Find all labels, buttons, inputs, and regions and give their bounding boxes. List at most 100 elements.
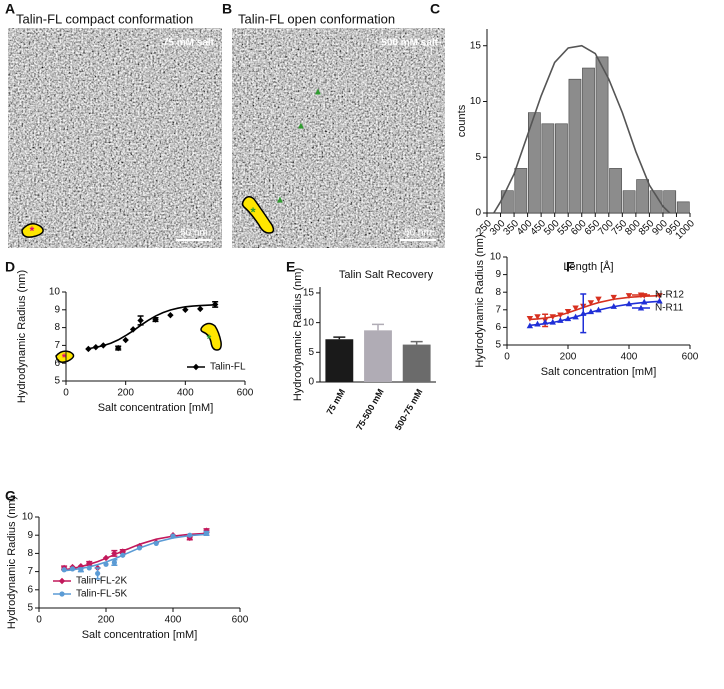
data-point [595,306,602,313]
marker-triangle: ▲ [313,87,323,98]
y-tick-label: 8 [495,287,501,298]
data-point [211,301,219,308]
x-tick-label: 0 [36,615,42,626]
y-tick-label: 5 [495,340,501,351]
y-tick-label: 10 [470,96,482,107]
compact-icon [55,350,75,363]
data-point [641,298,648,305]
y-axis-label: Hydrodynamic Radius (nm) [16,270,28,403]
data-point [587,308,595,315]
y-tick-label: 5 [308,347,314,358]
bar [500,190,514,214]
data-point [119,548,126,555]
y-tick-label: 6 [54,358,60,369]
y-axis-label: Hydrodynamic Radius (nm) [292,268,304,401]
legend-marker [59,591,65,597]
legend-marker [637,292,645,299]
data-point [187,532,193,538]
scale-label: 50 nm [404,228,432,239]
data-point [557,312,564,319]
data-point [170,533,176,539]
bar [325,339,354,382]
data-point [86,565,92,571]
y-tick-label: 8 [27,548,33,559]
y-axis-label: counts [456,104,468,137]
data-point [572,305,579,312]
x-tick-label: 200 [98,615,115,626]
y-tick-label: 0 [308,377,314,388]
panel-letter: F [566,259,575,275]
data-point [534,320,541,327]
legend-label: Talin-FL-5K [76,589,127,600]
compact-icon [21,223,44,238]
data-point [595,296,602,303]
bar [595,56,609,214]
bar [555,123,568,214]
data-point [102,554,110,562]
legend-label: N-R12 [655,290,684,301]
data-point [549,314,556,321]
panel-letter: B [222,1,232,17]
fit-curve [88,304,216,350]
data-point [92,343,100,351]
data-point [564,315,572,322]
marker-triangle: ▲ [275,195,285,206]
panel-title: Talin-FL open conformation [238,11,395,26]
data-point [580,310,587,316]
x-tick-label: 0 [63,388,69,399]
x-tick-label: 600 [237,388,254,399]
y-tick-label: 6 [27,584,33,595]
bar [582,67,595,214]
data-point [534,314,541,321]
bar [676,201,690,214]
y-tick-label: 7 [54,340,60,351]
marker-triangle: ▲ [296,121,306,132]
data-point [557,317,564,323]
data-point [95,570,101,577]
fit-curve [64,532,207,571]
x-tick-label: 400 [177,388,194,399]
data-point [61,567,67,573]
y-tick-label: 10 [303,317,315,328]
legend-marker [58,577,66,585]
condition-label: 75 mM salt [163,38,215,49]
y-tick-label: 15 [470,40,482,51]
data-point [186,534,193,542]
y-tick-label: 10 [49,287,61,298]
error-bar [410,340,423,345]
micrograph [232,28,445,248]
x-tick-label: 200 [117,388,134,399]
data-point [120,552,126,558]
y-tick-label: 10 [22,512,34,523]
bar [514,168,528,214]
scale-label: 50 nm [180,228,208,239]
open-icon [241,196,275,234]
data-point [152,316,159,323]
panel-letter: C [430,1,440,17]
y-tick-label: 7 [27,566,33,577]
data-point [111,559,117,566]
y-tick-label: 7 [495,304,501,315]
marker-star: * [62,352,67,364]
x-tick-label: 600 [682,352,699,363]
panel-letter: G [5,488,16,504]
legend-label: N-R11 [655,303,684,314]
data-point [564,309,572,315]
y-tick-label: 5 [475,152,481,163]
y-tick-label: 6 [495,322,501,333]
y-tick-label: 5 [54,376,60,387]
fit-curve [493,44,671,214]
data-point [656,293,663,299]
data-point [549,318,556,325]
data-point [103,561,109,567]
x-tick-label: 500-75 mM [393,387,425,432]
y-tick-label: 15 [303,288,315,299]
panel-letter: E [286,259,295,275]
data-point [167,311,174,319]
data-point [69,566,76,572]
data-point [203,530,210,536]
data-point [115,344,122,352]
y-tick-label: 9 [495,269,501,280]
x-tick-label: 0 [504,352,510,363]
data-point [526,322,534,329]
